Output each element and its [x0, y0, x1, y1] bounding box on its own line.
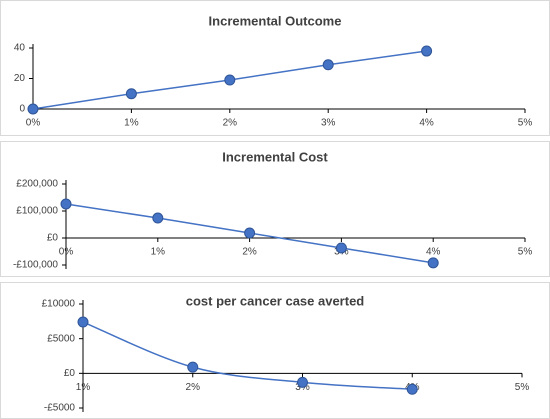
marker — [297, 376, 308, 388]
chart-title: Incremental Cost — [222, 149, 328, 164]
x-tick-label: 5% — [518, 118, 533, 129]
x-tick-label: 1% — [76, 382, 91, 393]
marker — [60, 198, 72, 210]
marker — [322, 59, 334, 71]
marker — [187, 361, 199, 373]
x-tick-label: 4% — [426, 247, 441, 258]
marker — [244, 227, 256, 239]
x-tick-label: 2% — [186, 382, 201, 393]
marker — [77, 316, 89, 328]
y-tick-label: -£5000 — [44, 403, 76, 414]
x-tick-label: 0% — [26, 118, 41, 129]
marker — [335, 242, 347, 254]
x-tick-label: 5% — [518, 247, 533, 258]
y-tick-label: 0 — [19, 104, 25, 115]
y-tick-label: £5000 — [47, 333, 75, 344]
chart-title: cost per cancer case averted — [186, 293, 365, 308]
y-tick-label: £10000 — [42, 299, 76, 310]
marker — [421, 45, 433, 57]
x-tick-label: 5% — [515, 382, 530, 393]
x-tick-label: 0% — [59, 247, 74, 258]
y-tick-label: £100,000 — [16, 206, 58, 217]
x-tick-label: 4% — [419, 118, 434, 129]
x-tick-label: 2% — [223, 118, 238, 129]
x-tick-label: 3% — [321, 118, 336, 129]
y-tick-label: £0 — [64, 368, 76, 379]
marker — [125, 88, 137, 100]
x-tick-label: 1% — [124, 118, 139, 129]
y-tick-label: 40 — [14, 43, 26, 54]
y-tick-label: -£100,000 — [13, 260, 58, 271]
line — [82, 321, 413, 391]
marker — [427, 257, 439, 269]
y-tick-label: £0 — [47, 233, 59, 244]
chart-title: Incremental Outcome — [209, 13, 342, 28]
y-tick-label: 20 — [14, 73, 26, 84]
marker — [152, 212, 164, 224]
marker — [27, 103, 39, 115]
marker — [224, 74, 236, 86]
y-tick-label: £200,000 — [16, 179, 58, 190]
x-tick-label: 1% — [151, 247, 166, 258]
x-tick-label: 2% — [242, 247, 257, 258]
marker — [406, 383, 418, 395]
